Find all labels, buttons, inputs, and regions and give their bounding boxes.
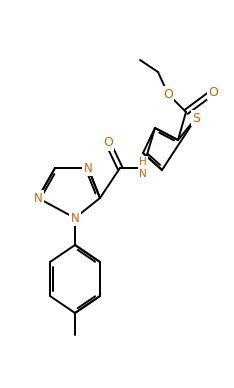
Text: O: O [103, 137, 113, 149]
Text: O: O [208, 85, 218, 99]
Text: N: N [34, 192, 42, 204]
Text: N: N [84, 161, 92, 175]
Text: S: S [192, 111, 200, 125]
Text: O: O [163, 88, 173, 100]
Text: H
N: H N [139, 157, 147, 179]
Text: N: N [71, 211, 79, 225]
